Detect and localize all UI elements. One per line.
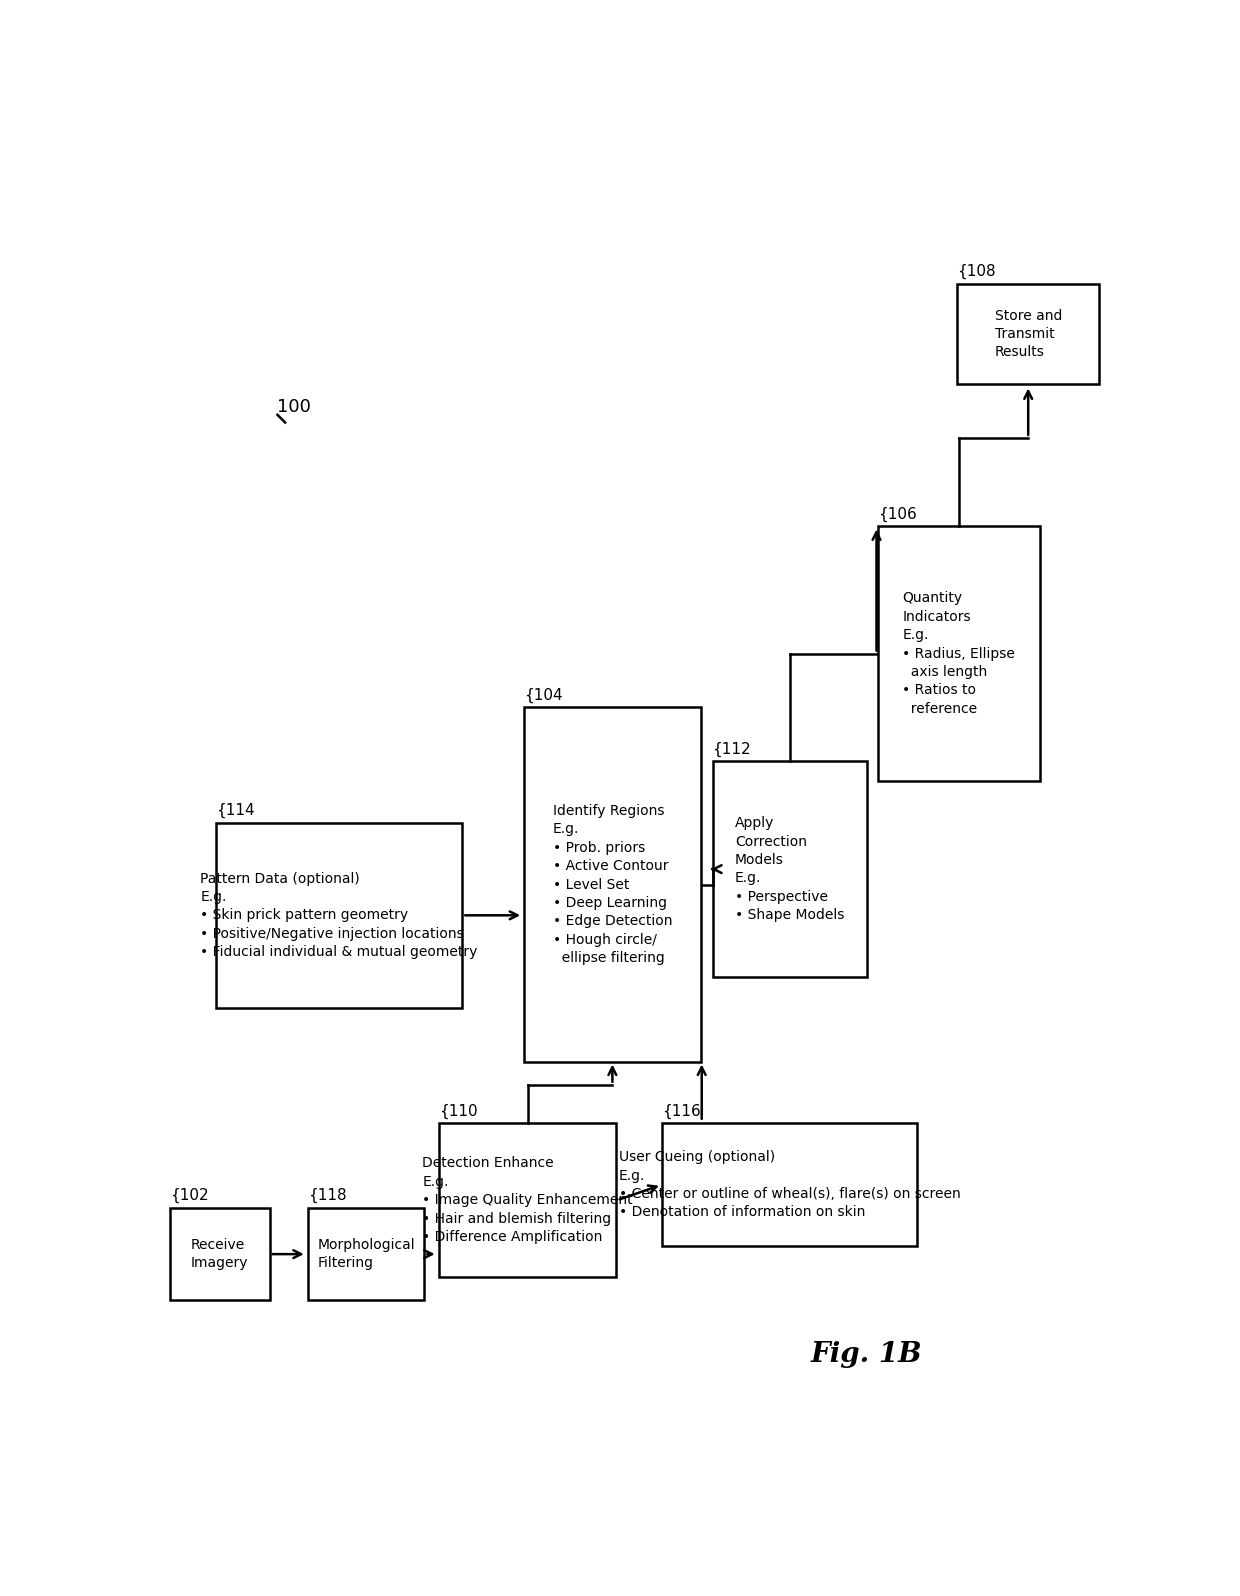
- Bar: [216, 824, 463, 1007]
- Text: Detection Enhance
E.g.
• Image Quality Enhancement
• Hair and blemish filtering
: Detection Enhance E.g. • Image Quality E…: [423, 1157, 632, 1243]
- Text: {116: {116: [662, 1103, 701, 1119]
- Text: Store and
Transmit
Results: Store and Transmit Results: [994, 308, 1061, 359]
- Text: {104: {104: [523, 688, 563, 702]
- Bar: [957, 284, 1100, 385]
- Text: {110: {110: [439, 1103, 477, 1119]
- Text: {118: {118: [309, 1187, 347, 1203]
- Text: Pattern Data (optional)
E.g.
• Skin prick pattern geometry
• Positive/Negative i: Pattern Data (optional) E.g. • Skin pric…: [201, 871, 477, 959]
- Bar: [713, 761, 867, 977]
- Text: 100: 100: [278, 397, 311, 417]
- Text: Morphological
Filtering: Morphological Filtering: [317, 1238, 415, 1270]
- Bar: [170, 1208, 270, 1301]
- Bar: [878, 527, 1040, 780]
- Text: Identify Regions
E.g.
• Prob. priors
• Active Contour
• Level Set
• Deep Learnin: Identify Regions E.g. • Prob. priors • A…: [553, 804, 672, 966]
- Bar: [662, 1124, 916, 1246]
- Text: {114: {114: [216, 803, 254, 819]
- Text: {106: {106: [878, 506, 916, 522]
- Text: {112: {112: [713, 742, 751, 757]
- Text: Quantity
Indicators
E.g.
• Radius, Ellipse
  axis length
• Ratios to
  reference: Quantity Indicators E.g. • Radius, Ellip…: [903, 592, 1016, 715]
- Text: Fig. 1B: Fig. 1B: [811, 1341, 923, 1368]
- Text: Receive
Imagery: Receive Imagery: [191, 1238, 248, 1270]
- Text: User Cueing (optional)
E.g.
• Center or outline of wheal(s), flare(s) on screen
: User Cueing (optional) E.g. • Center or …: [619, 1151, 960, 1219]
- Bar: [523, 707, 701, 1061]
- Text: {108: {108: [957, 263, 996, 279]
- Text: Apply
Correction
Models
E.g.
• Perspective
• Shape Models: Apply Correction Models E.g. • Perspecti…: [735, 816, 844, 922]
- Bar: [309, 1208, 424, 1301]
- Bar: [439, 1124, 616, 1277]
- Text: {102: {102: [170, 1187, 208, 1203]
